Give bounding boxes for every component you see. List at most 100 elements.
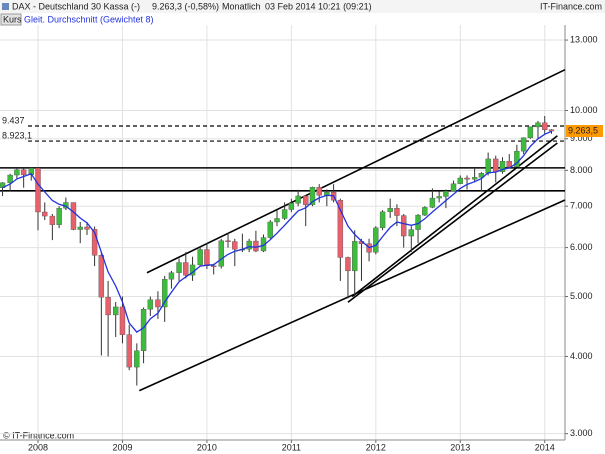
y-tick-label: 7.000 <box>570 201 593 211</box>
x-tick-label: 2008 <box>28 442 48 452</box>
candle-body <box>155 299 161 308</box>
candle-body <box>260 237 267 252</box>
candle-body <box>352 241 358 272</box>
period: Monatlich <box>222 1 261 11</box>
candle-body <box>147 299 154 310</box>
x-tick-label: 2012 <box>366 442 386 452</box>
candle-body <box>176 262 182 273</box>
candle-body <box>168 272 175 280</box>
y-tick-label: 9.000 <box>570 133 593 143</box>
candle-body <box>204 249 210 266</box>
candle-body <box>246 240 252 250</box>
header-icon <box>2 3 9 10</box>
legend-entry: Kurs <box>3 14 22 24</box>
candle-body <box>387 208 393 213</box>
candle-body <box>35 167 41 213</box>
candle-body <box>210 265 217 267</box>
candle-body <box>288 203 295 210</box>
level-label: 8.923,1 <box>2 130 32 140</box>
candle-body <box>485 158 491 174</box>
candle-body <box>295 195 301 204</box>
candle-body <box>527 126 534 138</box>
candle-body <box>113 306 119 316</box>
price-info: 9.263,3 (-0,58%) <box>152 1 219 11</box>
candle-body <box>429 197 436 208</box>
candle-body <box>309 187 316 205</box>
candle-body <box>478 173 485 178</box>
y-tick-label: 6.000 <box>570 242 593 252</box>
header-bar <box>0 0 605 13</box>
moving-average-line <box>2 130 552 333</box>
candle-body <box>337 200 344 258</box>
candle-body <box>105 296 111 316</box>
candle-body <box>140 308 147 351</box>
candle-body <box>542 122 548 130</box>
candle-body <box>134 350 140 368</box>
candle-body <box>7 174 13 184</box>
candle-body <box>464 177 470 180</box>
candle-body <box>267 221 273 238</box>
candle-body <box>77 226 83 230</box>
candle-body <box>232 241 238 250</box>
y-tick-label: 8.000 <box>570 165 593 175</box>
x-tick-label: 2014 <box>535 442 555 452</box>
last-price-box <box>566 125 603 138</box>
candle-body <box>84 226 90 230</box>
last-price-label: 9.263,5 <box>568 125 598 135</box>
candle-body <box>514 150 520 168</box>
trend-line <box>146 68 566 274</box>
candle-body <box>42 211 48 217</box>
candle-body <box>394 208 400 216</box>
chart-title: DAX - Deutschland 30 Kassa (-) <box>12 1 140 11</box>
x-tick-label: 2010 <box>197 442 217 452</box>
candle-body <box>520 137 527 152</box>
y-tick-label: 4.000 <box>570 351 593 361</box>
candle-body <box>443 190 449 197</box>
candle-body <box>548 129 555 132</box>
candle-body <box>119 306 126 335</box>
trend-line <box>347 142 558 303</box>
candle-body <box>70 202 77 230</box>
candle-body <box>345 257 351 272</box>
candle-body <box>400 215 407 237</box>
x-tick-label: 2013 <box>450 442 470 452</box>
candle-body <box>225 240 231 242</box>
source: IT-Finance.com <box>540 1 602 11</box>
y-tick-label: 13.000 <box>570 34 598 44</box>
candle-body <box>91 229 98 256</box>
candle-body <box>14 169 20 176</box>
candle-body <box>218 240 224 267</box>
candle-body <box>436 196 442 199</box>
candle-body <box>197 249 203 266</box>
legend-entry: Gleit. Durchschnitt (Gewichtet 8) <box>24 14 154 24</box>
y-tick-label: 3.000 <box>570 428 593 438</box>
candle-body <box>49 215 56 225</box>
level-label: 9.437 <box>2 115 25 125</box>
candle-body <box>56 207 62 225</box>
candle-body <box>506 161 512 168</box>
candle-body <box>98 255 105 298</box>
candle-body <box>316 187 322 196</box>
candle-body <box>535 122 541 128</box>
trend-line <box>351 135 558 298</box>
candle-body <box>183 262 189 276</box>
candle-body <box>373 227 379 253</box>
candle-body <box>457 177 463 184</box>
y-tick-label: 5.000 <box>570 291 593 301</box>
candle-body <box>20 169 27 175</box>
candle-body <box>450 183 457 192</box>
timestamp: 03 Feb 2014 10:21 (09:21) <box>265 1 372 11</box>
legend-box <box>0 13 22 26</box>
candle-body <box>274 218 280 223</box>
candle-body <box>379 211 386 229</box>
trend-line <box>139 199 566 392</box>
footer: © IT-Finance.com <box>3 430 74 440</box>
candle-body <box>493 158 499 172</box>
x-tick-label: 2011 <box>282 442 301 452</box>
candle-body <box>126 334 132 368</box>
candle-body <box>303 195 309 205</box>
candle-body <box>499 161 506 172</box>
candle-body <box>253 240 259 252</box>
y-tick-label: 10.000 <box>570 105 598 115</box>
